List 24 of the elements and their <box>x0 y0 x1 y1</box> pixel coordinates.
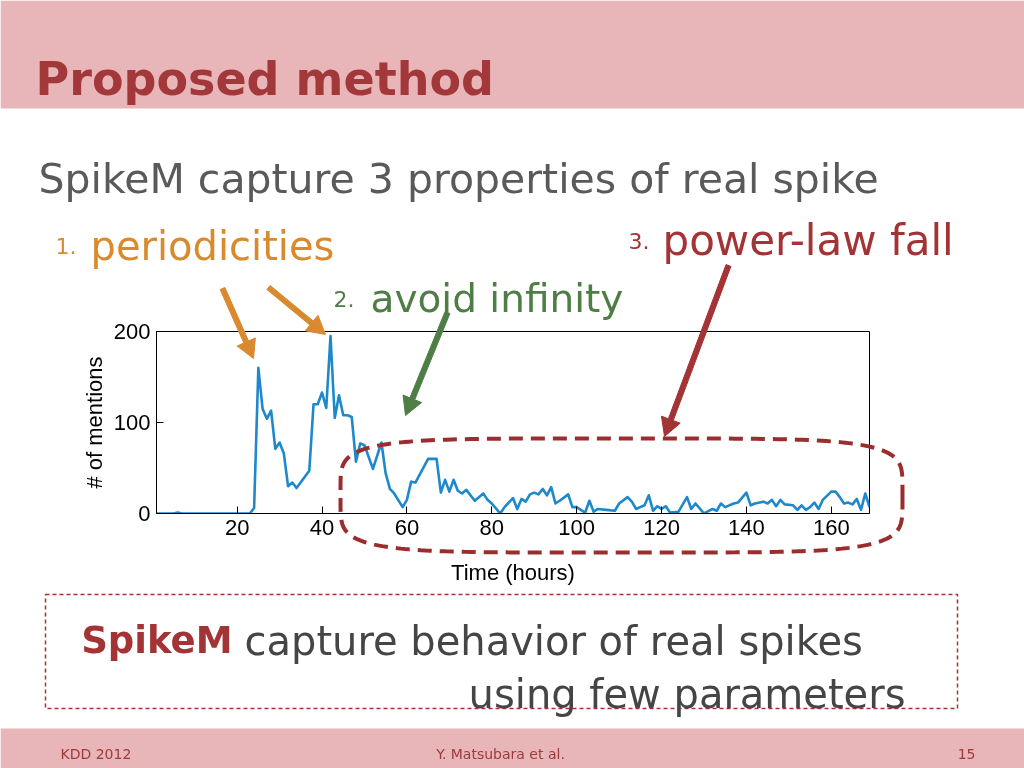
text: 1. periodicities <box>55 222 335 269</box>
y-tick-label: 100 <box>113 410 151 435</box>
x-tick-label: 100 <box>558 514 596 540</box>
x-axis-title: Time (hours) <box>451 559 575 585</box>
text: KDD 2012 <box>60 745 132 762</box>
line-series <box>156 334 870 514</box>
x-tick-label: 40 <box>309 514 335 540</box>
x-tick-label: 120 <box>643 514 680 540</box>
text: 3. power-law fall <box>628 216 954 265</box>
text: Y. Matsubara et al. <box>435 745 565 762</box>
x-tick-label: 60 <box>394 514 420 540</box>
chart-subtitle: SpikeM capture 3 properties of real spike <box>38 154 879 203</box>
text: using few parameters <box>468 670 906 717</box>
text: 15 <box>957 745 976 762</box>
chart-title: Proposed method <box>35 51 494 106</box>
y-axis-title: # of mentions <box>81 356 107 489</box>
text: SpikeM capture behavior of real spikes <box>81 617 863 664</box>
x-tick-label: 140 <box>728 514 765 540</box>
x-tick-label: 80 <box>479 514 505 540</box>
x-tick-label: 20 <box>224 514 250 540</box>
y-tick-label: 0 <box>138 501 151 526</box>
text: 2. avoid infinity <box>333 276 624 321</box>
x-tick-label: 160 <box>812 514 850 540</box>
y-tick-label: 200 <box>113 319 151 344</box>
